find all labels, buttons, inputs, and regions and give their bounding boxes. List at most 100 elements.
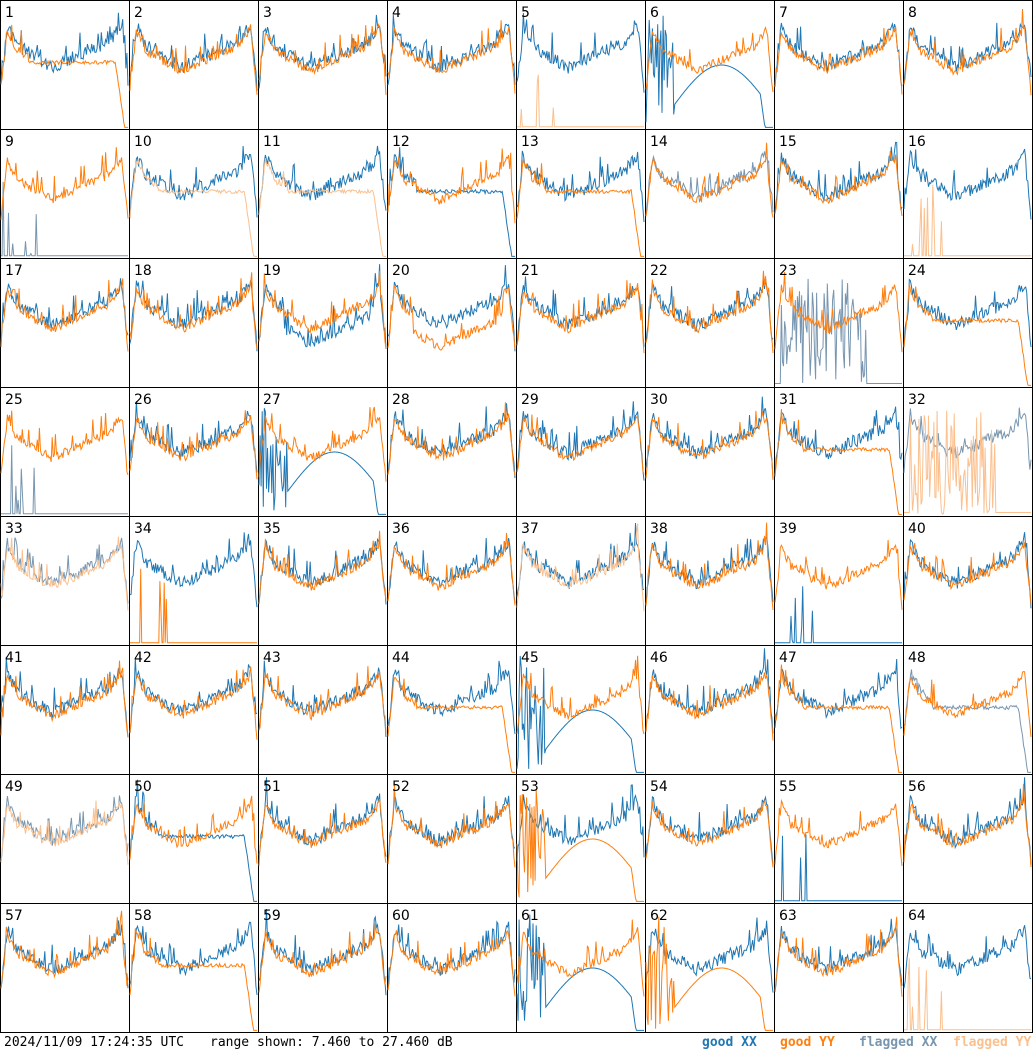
series-xx-good xyxy=(258,537,387,605)
series-yy-good xyxy=(0,410,129,476)
panel-label: 18 xyxy=(134,263,152,279)
series-xx-good xyxy=(516,655,644,773)
series-xx-good xyxy=(258,408,386,515)
series-yy-good xyxy=(129,272,258,349)
series-yy-good xyxy=(129,410,258,480)
panel-4: 4 xyxy=(387,0,517,130)
footer-bar: 2024/11/09 17:24:35 UTC range shown: 7.4… xyxy=(0,1033,1033,1053)
panel-14: 14 xyxy=(645,129,775,259)
series-xx-good xyxy=(129,532,258,608)
panel-35: 35 xyxy=(258,516,388,646)
panel-label: 24 xyxy=(908,263,926,279)
panel-label: 27 xyxy=(263,392,281,408)
panel-label: 9 xyxy=(5,134,14,150)
series-yy-good xyxy=(258,923,387,993)
panel-label: 55 xyxy=(779,779,797,795)
series-yy-good xyxy=(774,150,903,217)
panel-7: 7 xyxy=(774,0,904,130)
panel-frame xyxy=(0,0,130,130)
series-yy-good xyxy=(645,142,774,218)
panel-frame xyxy=(516,129,646,259)
range-label: range shown: 7.460 to 27.460 dB xyxy=(210,1035,453,1050)
panel-5: 5 xyxy=(516,0,646,130)
series-xx-good xyxy=(516,12,645,93)
panel-30: 30 xyxy=(645,387,775,517)
series-xx-good xyxy=(645,536,774,606)
series-xx-flagged xyxy=(775,278,902,384)
panel-label: 42 xyxy=(134,650,152,666)
series-yy-good xyxy=(774,664,902,773)
panel-frame xyxy=(903,645,1033,775)
panel-label: 46 xyxy=(650,650,668,666)
panel-59: 59 xyxy=(258,903,388,1033)
panel-label: 28 xyxy=(392,392,410,408)
panel-15: 15 xyxy=(774,129,904,259)
panel-label: 34 xyxy=(134,521,152,537)
panel-label: 3 xyxy=(263,5,272,21)
series-xx-flagged xyxy=(1,445,128,515)
panel-63: 63 xyxy=(774,903,904,1033)
panel-21: 21 xyxy=(516,258,646,388)
panel-22: 22 xyxy=(645,258,775,388)
panel-label: 49 xyxy=(5,779,23,795)
panel-frame xyxy=(774,387,904,517)
series-yy-good xyxy=(129,795,258,864)
panel-label: 61 xyxy=(521,908,539,924)
panel-label: 62 xyxy=(650,908,668,924)
panel-frame xyxy=(129,774,259,904)
panel-label: 19 xyxy=(263,263,281,279)
panel-frame xyxy=(903,387,1033,517)
series-yy-good xyxy=(516,280,645,354)
series-yy-good xyxy=(387,402,516,476)
series-yy-good xyxy=(645,26,774,93)
panel-label: 43 xyxy=(263,650,281,666)
panel-label: 33 xyxy=(5,521,23,537)
series-yy-flagged xyxy=(258,158,386,257)
panel-frame xyxy=(0,774,130,904)
series-yy-flagged xyxy=(517,74,644,128)
panel-frame xyxy=(129,129,259,259)
panel-label: 52 xyxy=(392,779,410,795)
panel-label: 1 xyxy=(5,5,14,21)
series-xx-good xyxy=(258,264,387,350)
panel-label: 15 xyxy=(779,134,797,150)
series-yy-good xyxy=(258,666,387,733)
panel-34: 34 xyxy=(129,516,259,646)
series-yy-flagged xyxy=(0,800,129,865)
series-xx-good xyxy=(645,917,774,993)
panel-32: 32 xyxy=(903,387,1033,517)
panel-label: 13 xyxy=(521,134,539,150)
panel-label: 10 xyxy=(134,134,152,150)
panel-11: 11 xyxy=(258,129,388,259)
series-yy-good xyxy=(774,916,903,997)
panel-label: 35 xyxy=(263,521,281,537)
panel-label: 7 xyxy=(779,5,788,21)
series-yy-good xyxy=(903,283,1031,386)
series-xx-good xyxy=(645,396,774,480)
panel-56: 56 xyxy=(903,774,1033,904)
series-xx-good xyxy=(774,658,903,730)
series-yy-good xyxy=(387,20,516,94)
panel-label: 54 xyxy=(650,779,668,795)
panel-frame xyxy=(387,258,517,388)
panel-43: 43 xyxy=(258,645,388,775)
legend-good-xx: good XX xyxy=(702,1035,757,1050)
series-yy-good xyxy=(903,8,1032,96)
series-yy-good xyxy=(258,23,387,96)
series-yy-good xyxy=(903,670,1032,737)
panel-label: 47 xyxy=(779,650,797,666)
series-xx-good xyxy=(775,586,902,644)
panel-frame xyxy=(387,387,517,517)
panel-42: 42 xyxy=(129,645,259,775)
series-yy-good xyxy=(516,159,644,257)
series-xx-good xyxy=(387,403,516,479)
series-yy-good xyxy=(903,783,1032,868)
panel-label: 50 xyxy=(134,779,152,795)
panel-label: 2 xyxy=(134,5,143,21)
panel-label: 39 xyxy=(779,521,797,537)
series-xx-good xyxy=(129,145,258,218)
panel-label: 37 xyxy=(521,521,539,537)
panel-58: 58 xyxy=(129,903,259,1033)
panel-label: 21 xyxy=(521,263,539,279)
series-xx-good xyxy=(645,15,773,128)
